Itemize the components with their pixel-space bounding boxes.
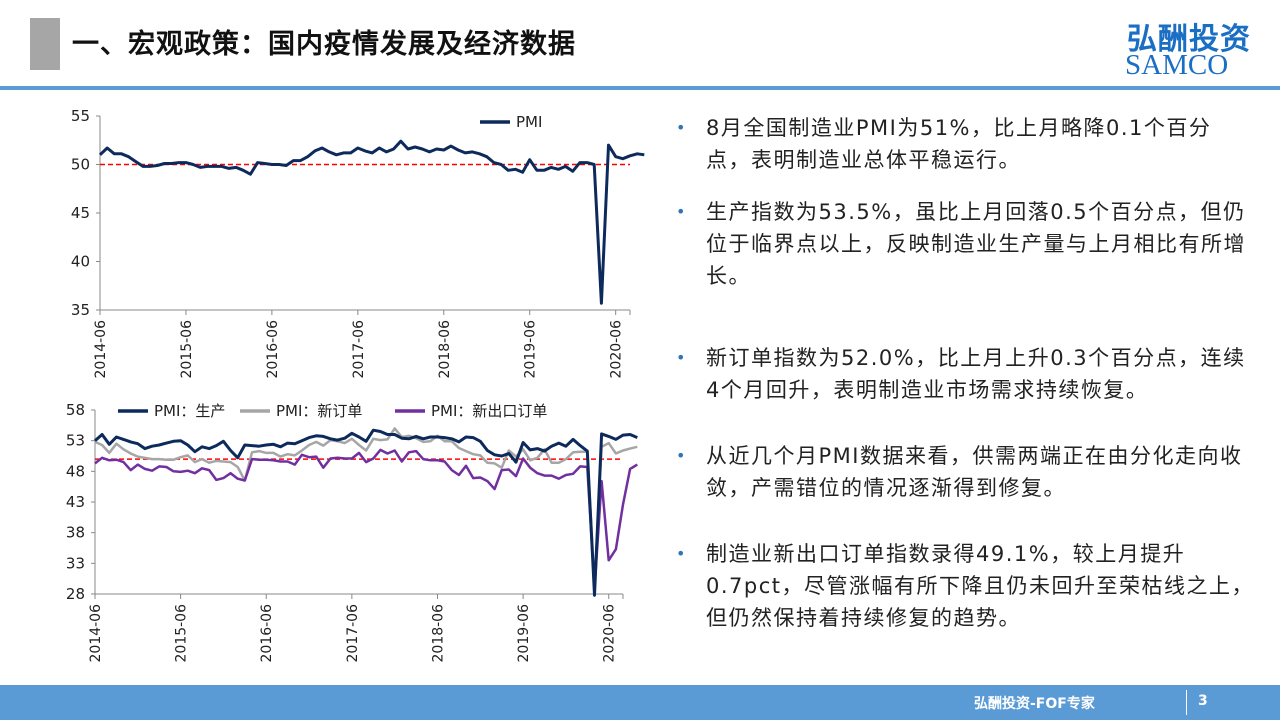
page-number: 3 (1198, 693, 1208, 709)
y-tick-label: 38 (66, 524, 85, 542)
bullet-text: 新订单指数为52.0%，比上月上升0.3个百分点，连续4个月回升，表明制造业市场… (706, 346, 1246, 402)
bullet-icon: • (676, 118, 687, 137)
x-tick-label: 2014-06 (88, 604, 104, 663)
x-tick-label: 2014-06 (93, 320, 109, 379)
footer-divider (1186, 690, 1187, 715)
x-tick-label: 2020-06 (609, 320, 625, 379)
title-divider (0, 86, 1280, 90)
y-tick-label: 55 (71, 107, 90, 125)
y-tick-label: 58 (66, 401, 85, 419)
bullet-icon: • (676, 348, 687, 367)
charts-panel: 35 40 45 50 55 2014-06 2015-06 2016-06 2017-06 20… (0, 98, 650, 673)
legend-label: PMI (516, 113, 542, 131)
bullet-list: • 8月全国制造业PMI为51%，比上月略降0.1个百分点，表明制造业总体平稳运… (676, 112, 1256, 634)
x-tick-label: 2016-06 (259, 604, 275, 663)
x-tick-label: 2015-06 (179, 320, 195, 379)
legend-label: PMI：生产 (154, 402, 225, 420)
bullet-item: • 制造业新出口订单指数录得49.1%，较上月提升0.7pct，尽管涨幅有所下降… (676, 538, 1256, 634)
footer-bar: 弘酬投资-FOF专家 3 (0, 685, 1280, 720)
y-tick-label: 45 (71, 204, 90, 222)
page-title: 一、宏观政策：国内疫情发展及经济数据 (72, 29, 576, 60)
bullet-item: • 新订单指数为52.0%，比上月上升0.3个百分点，连续4个月回升，表明制造业… (676, 342, 1256, 406)
x-tick-label: 2017-06 (345, 604, 361, 663)
y-tick-label: 50 (71, 156, 90, 174)
bullet-text: 从近几个月PMI数据来看，供需两端正在由分化走向收敛，产需错位的情况逐渐得到修复… (706, 444, 1243, 500)
series-line-0 (94, 428, 638, 597)
y-tick-label: 33 (66, 554, 85, 572)
y-tick-label: 35 (71, 301, 90, 319)
title-accent-bar (30, 18, 60, 70)
bullet-icon: • (676, 202, 687, 221)
bullet-item: • 从近几个月PMI数据来看，供需两端正在由分化走向收敛，产需错位的情况逐渐得到… (676, 440, 1256, 504)
y-tick-label: 28 (66, 585, 85, 603)
x-tick-label: 2018-06 (437, 320, 453, 379)
series-line-2 (94, 448, 638, 591)
bullet-item: • 8月全国制造业PMI为51%，比上月略降0.1个百分点，表明制造业总体平稳运… (676, 112, 1256, 176)
bullet-icon: • (676, 544, 687, 563)
bullet-icon: • (676, 446, 687, 465)
y-tick-label: 40 (71, 253, 90, 271)
x-tick-label: 2018-06 (430, 604, 446, 663)
legend-label: PMI：新出口订单 (431, 402, 547, 420)
y-tick-label: 43 (66, 493, 85, 511)
bullet-item: • 生产指数为53.5%，虽比上月回落0.5个百分点，但仍位于临界点以上，反映制… (676, 196, 1256, 292)
x-tick-label: 2019-06 (523, 320, 539, 379)
bullet-text: 生产指数为53.5%，虽比上月回落0.5个百分点，但仍位于临界点以上，反映制造业… (706, 200, 1246, 288)
x-tick-label: 2016-06 (265, 320, 281, 379)
x-tick-label: 2019-06 (516, 604, 532, 663)
series-line-0 (98, 139, 645, 305)
x-tick-label: 2017-06 (351, 320, 367, 379)
charts-svg: 35 40 45 50 55 2014-06 2015-06 2016-06 2017-06 20… (66, 107, 645, 663)
y-tick-label: 48 (66, 462, 85, 480)
logo-english: SAMCO (1125, 49, 1229, 81)
y-tick-label: 53 (66, 432, 85, 450)
legend-label: PMI：新订单 (276, 402, 362, 420)
bullet-text: 制造业新出口订单指数录得49.1%，较上月提升0.7pct，尽管涨幅有所下降且仍… (706, 542, 1255, 630)
logo-chinese: 弘酬投资 (1127, 22, 1251, 57)
x-tick-label: 2015-06 (174, 604, 190, 663)
bullet-text: 8月全国制造业PMI为51%，比上月略降0.1个百分点，表明制造业总体平稳运行。 (706, 116, 1212, 172)
footer-brand: 弘酬投资-FOF专家 (974, 696, 1095, 712)
x-tick-label: 2020-06 (602, 604, 618, 663)
series-line-1 (94, 427, 638, 588)
